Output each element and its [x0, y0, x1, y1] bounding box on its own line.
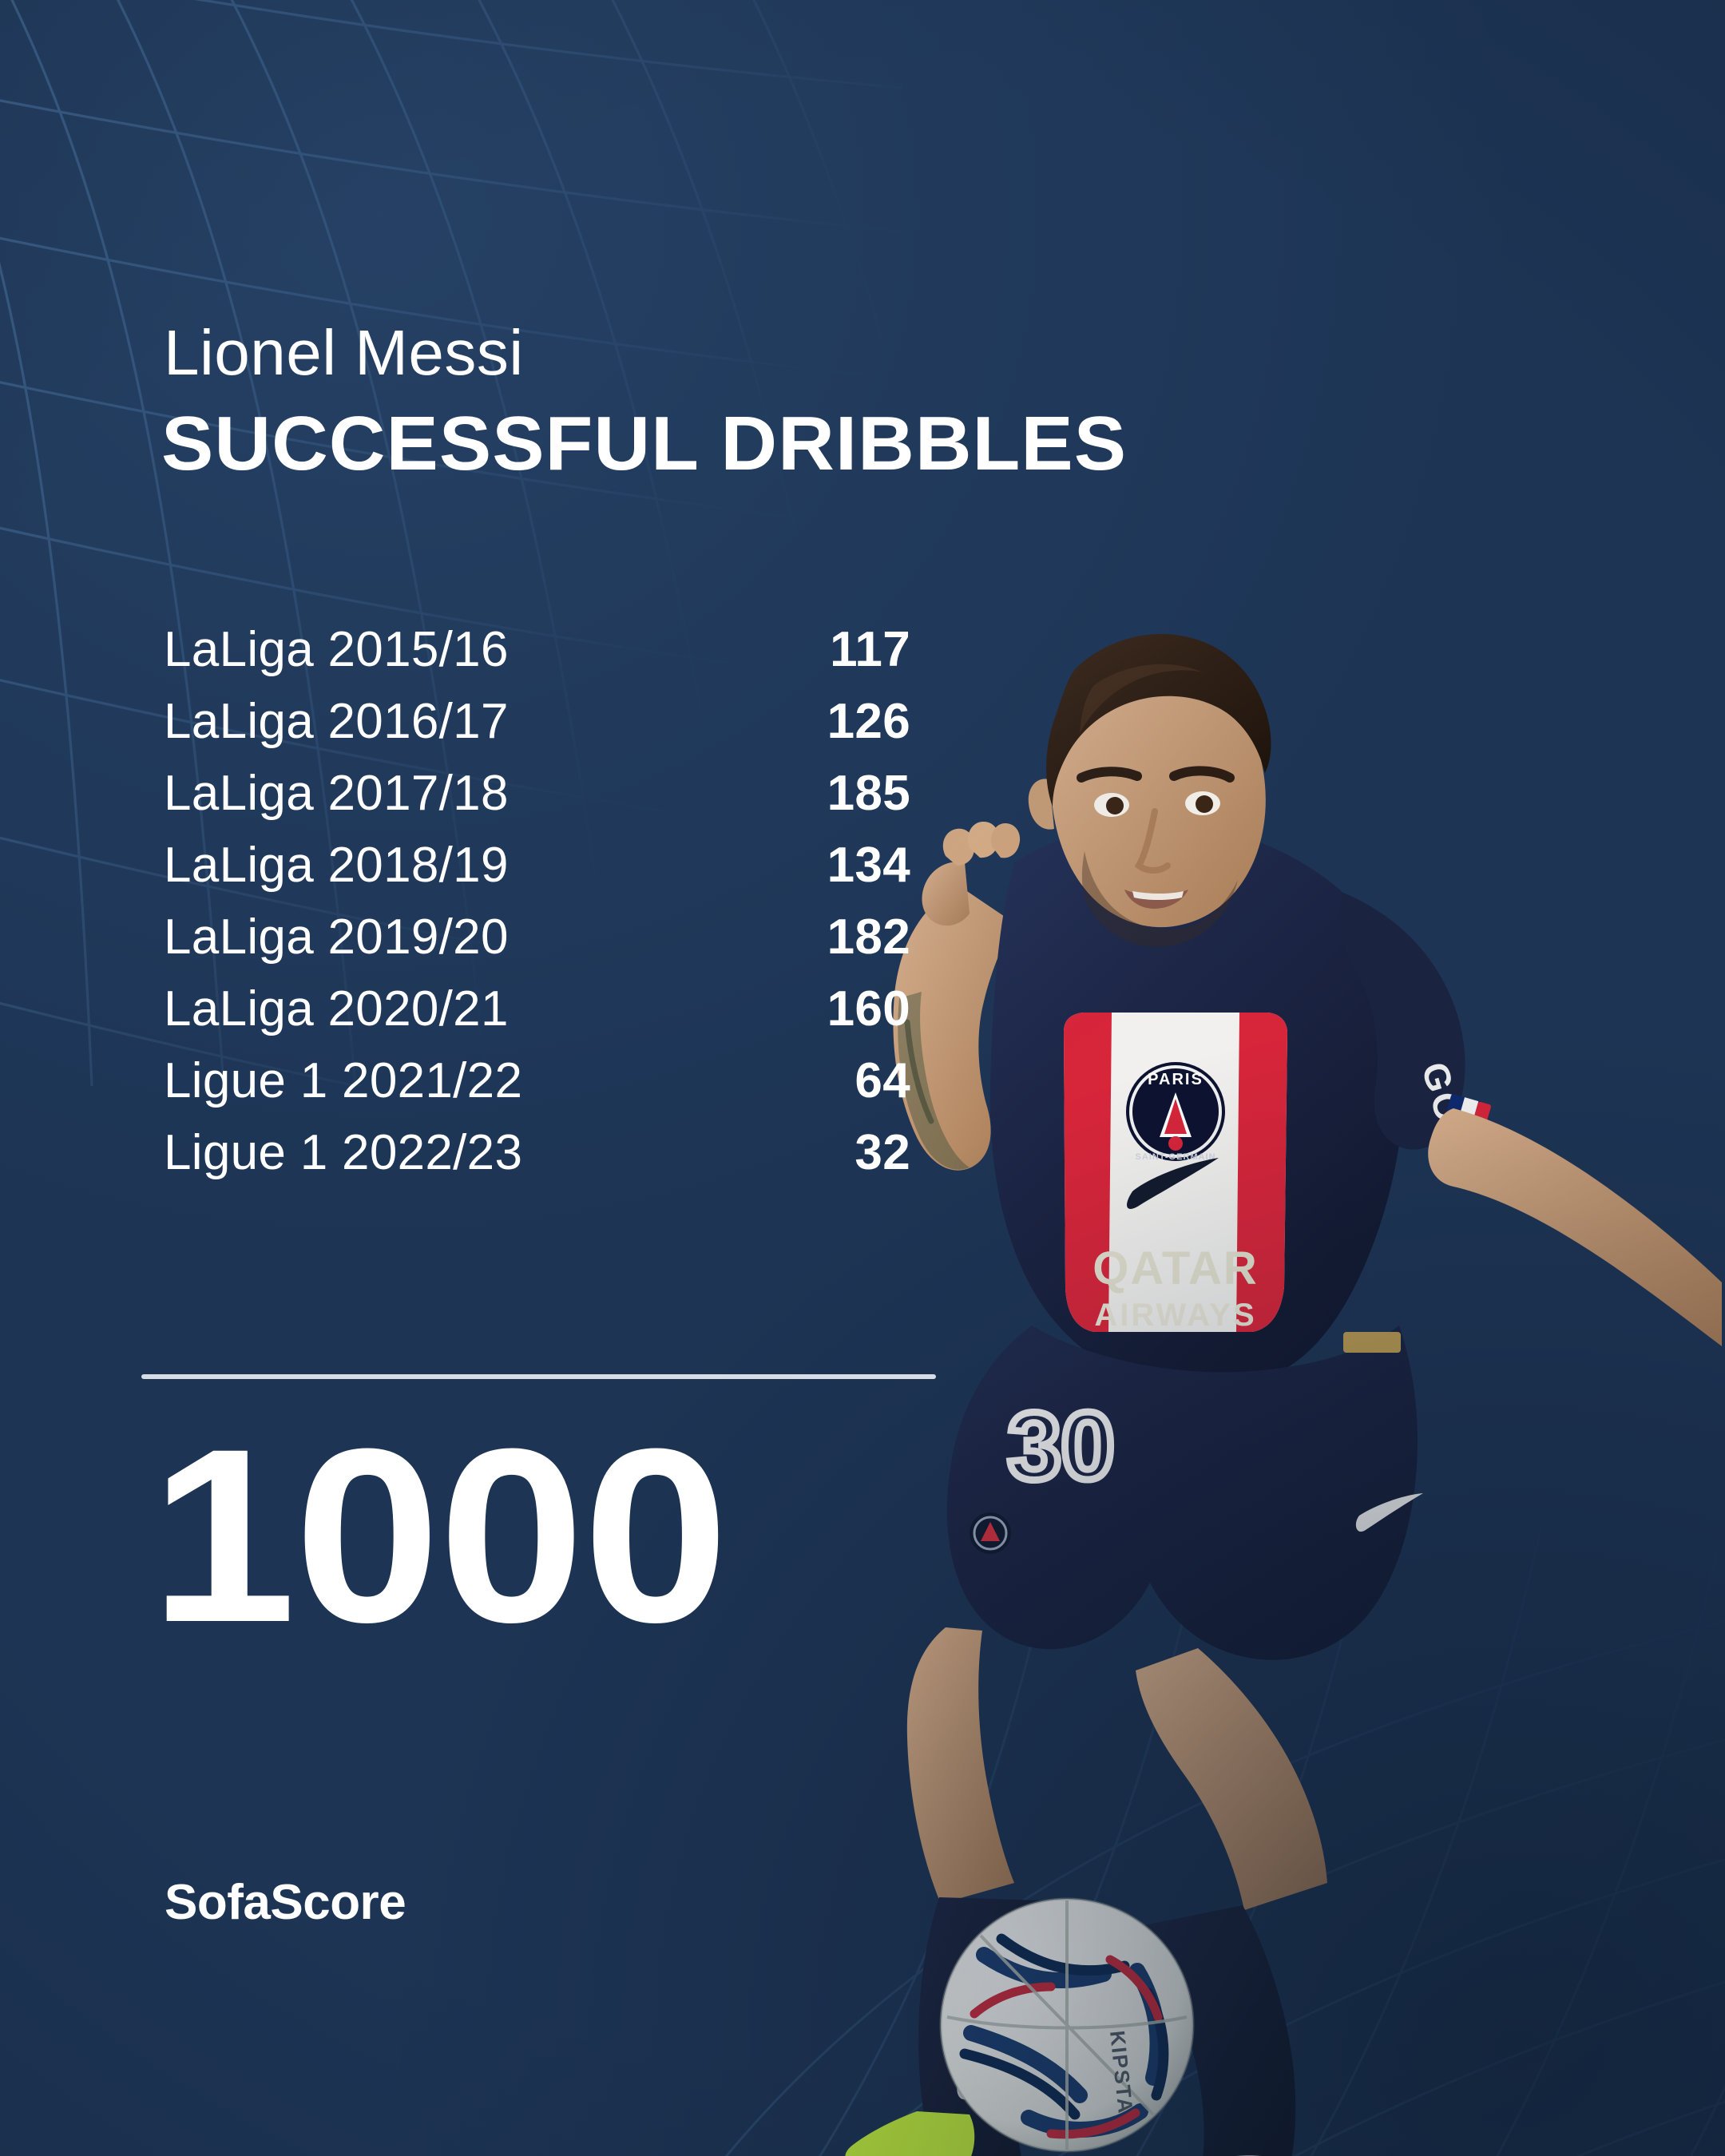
- stat-value: 117: [830, 622, 910, 677]
- psg-crest: PARIS SAINT-GERMAIN: [1126, 1062, 1225, 1162]
- stat-row: Ligue 1 2022/23 32: [164, 1124, 910, 1196]
- stat-row: LaLiga 2017/18 185: [164, 765, 910, 837]
- stat-value: 64: [855, 1053, 910, 1108]
- content-column: Lionel Messi SUCCESSFUL DRIBBLES LaLiga …: [141, 317, 1126, 1930]
- stat-value: 160: [827, 981, 910, 1036]
- stat-row: Ligue 1 2021/22 64: [164, 1052, 910, 1124]
- stat-row: LaLiga 2015/16 117: [164, 621, 910, 693]
- player-name: Lionel Messi: [164, 317, 524, 388]
- stats-list: LaLiga 2015/16 117 LaLiga 2016/17 126 La…: [164, 621, 910, 1196]
- stat-row: LaLiga 2018/19 134: [164, 837, 910, 909]
- stat-row: LaLiga 2016/17 126: [164, 693, 910, 765]
- player-jersey: PARIS SAINT-GERMAIN QATAR AIRWAYS GOAT: [989, 822, 1491, 1391]
- stat-row: LaLiga 2019/20 182: [164, 909, 910, 981]
- stat-row: LaLiga 2020/21 160: [164, 981, 910, 1052]
- stat-label: Ligue 1 2022/23: [164, 1125, 523, 1180]
- stat-value: 126: [827, 694, 910, 749]
- svg-text:SAINT-GERMAIN: SAINT-GERMAIN: [1136, 1152, 1216, 1162]
- page-title: SUCCESSFUL DRIBBLES: [161, 401, 1128, 486]
- total-divider: [141, 1374, 936, 1379]
- stat-label: LaLiga 2016/17: [164, 694, 509, 749]
- stat-label: Ligue 1 2021/22: [164, 1053, 523, 1108]
- stat-value: 32: [855, 1125, 910, 1180]
- stat-value: 134: [827, 838, 910, 893]
- total-value: 1000: [150, 1397, 729, 1674]
- sponsor-qatar: QATAR: [1092, 1242, 1259, 1294]
- stat-label: LaLiga 2018/19: [164, 838, 509, 893]
- sofascore-logo: SofaScore: [165, 1875, 406, 1930]
- svg-text:PARIS: PARIS: [1148, 1071, 1204, 1088]
- stat-value: 182: [827, 910, 910, 965]
- stat-value: 185: [827, 766, 910, 821]
- stat-label: LaLiga 2020/21: [164, 981, 509, 1036]
- stat-label: LaLiga 2019/20: [164, 910, 509, 965]
- stat-label: LaLiga 2017/18: [164, 766, 509, 821]
- player-right-arm: [1428, 1108, 1722, 1346]
- stat-label: LaLiga 2015/16: [164, 622, 509, 677]
- sponsor-airways: AIRWAYS: [1094, 1298, 1256, 1333]
